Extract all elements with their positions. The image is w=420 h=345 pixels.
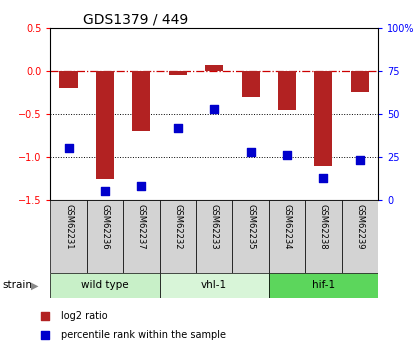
Bar xyxy=(351,71,369,92)
Bar xyxy=(241,71,260,97)
Bar xyxy=(314,71,333,166)
Text: GSM62236: GSM62236 xyxy=(100,204,110,249)
Point xyxy=(284,152,290,158)
Point xyxy=(65,146,72,151)
Text: GSM62234: GSM62234 xyxy=(283,204,291,249)
Bar xyxy=(160,273,269,298)
Text: vhl-1: vhl-1 xyxy=(201,280,227,290)
Point xyxy=(211,106,218,111)
Text: GDS1379 / 449: GDS1379 / 449 xyxy=(83,12,189,27)
Bar xyxy=(50,200,87,273)
Point xyxy=(320,175,327,180)
Point xyxy=(357,158,363,163)
Point xyxy=(316,259,323,264)
Bar xyxy=(232,200,269,273)
Bar xyxy=(269,200,305,273)
Point xyxy=(316,86,323,92)
Text: GSM62239: GSM62239 xyxy=(355,204,364,249)
Point xyxy=(102,189,108,194)
Bar xyxy=(341,200,378,273)
Text: GSM62232: GSM62232 xyxy=(173,204,182,249)
Bar xyxy=(87,200,123,273)
Bar xyxy=(50,273,160,298)
Bar xyxy=(123,200,160,273)
Bar xyxy=(60,71,78,88)
Text: wild type: wild type xyxy=(81,280,129,290)
Point xyxy=(138,184,145,189)
Bar xyxy=(205,65,223,71)
Bar xyxy=(169,71,187,75)
Text: GSM62235: GSM62235 xyxy=(246,204,255,249)
Text: GSM62238: GSM62238 xyxy=(319,204,328,249)
Text: hif-1: hif-1 xyxy=(312,280,335,290)
Text: GSM62233: GSM62233 xyxy=(210,204,219,249)
Bar xyxy=(132,71,150,131)
Bar xyxy=(278,71,296,110)
Point xyxy=(174,125,181,130)
Bar xyxy=(269,273,378,298)
Text: GSM62237: GSM62237 xyxy=(137,204,146,249)
Text: GSM62231: GSM62231 xyxy=(64,204,73,249)
Bar xyxy=(160,200,196,273)
Point xyxy=(247,149,254,155)
Bar xyxy=(305,200,341,273)
Text: strain: strain xyxy=(2,280,32,290)
Bar xyxy=(96,71,114,179)
Bar xyxy=(196,200,232,273)
Text: percentile rank within the sample: percentile rank within the sample xyxy=(61,330,226,339)
Text: log2 ratio: log2 ratio xyxy=(61,311,108,321)
Text: ▶: ▶ xyxy=(31,280,38,290)
